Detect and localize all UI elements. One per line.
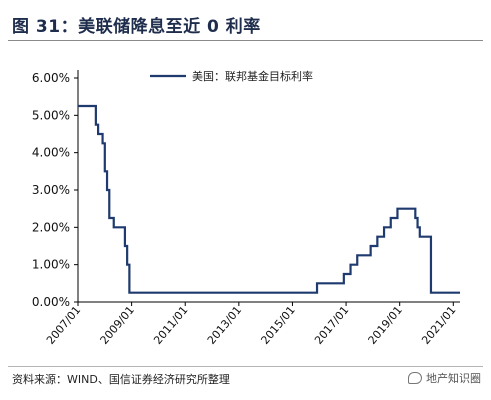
rate-series-line <box>78 104 460 294</box>
y-tick-label: 2.00% <box>32 220 70 234</box>
x-tick-label: 2007/01 <box>44 304 83 347</box>
source-note: 资料来源：WIND、国信证券经济研究所整理 <box>12 373 230 386</box>
title-divider <box>8 40 483 41</box>
y-tick-label: 3.00% <box>32 183 70 197</box>
figure-title: 图 31：美联储降息至近 0 利率 <box>12 17 261 37</box>
x-tick-label: 2017/01 <box>312 304 351 347</box>
watermark: 地产知识圈 <box>408 370 481 386</box>
y-tick-label: 4.00% <box>32 146 70 160</box>
x-tick-label: 2015/01 <box>258 304 297 347</box>
x-tick-label: 2021/01 <box>419 304 458 347</box>
rate-chart: 0.00% 1.00% 2.00% 3.00% 4.00% 5.00% 6.00% 2007/… <box>32 69 460 347</box>
y-tick-label: 1.00% <box>32 258 70 272</box>
y-tick-label: 5.00% <box>32 108 70 122</box>
y-tick-label: 0.00% <box>32 295 70 309</box>
x-tick-label: 2013/01 <box>205 304 244 347</box>
x-tick-label: 2011/01 <box>151 304 190 347</box>
watermark-text: 地产知识圈 <box>426 372 481 385</box>
chat-bubble-icon <box>408 372 422 384</box>
x-tick-label: 2009/01 <box>98 304 137 347</box>
y-tick-label: 6.00% <box>32 71 70 85</box>
x-tick-label: 2019/01 <box>366 304 405 347</box>
footer-divider <box>8 366 483 367</box>
title-bar: 图 31：美联储降息至近 0 利率 <box>8 6 483 41</box>
legend-label: 美国：联邦基金目标利率 <box>192 69 313 83</box>
